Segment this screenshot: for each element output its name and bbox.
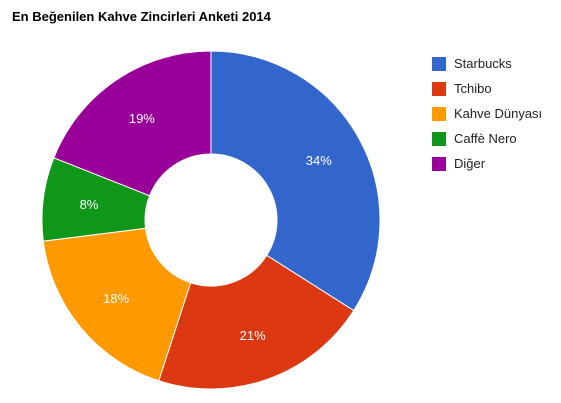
- donut-slice[interactable]: [158, 254, 355, 390]
- legend-item-caffe-nero[interactable]: Caffè Nero: [432, 126, 542, 151]
- slice-label: 19%: [129, 111, 155, 126]
- legend-item-kahve-dunyasi[interactable]: Kahve Dünyası: [432, 101, 542, 126]
- legend-label: Kahve Dünyası: [454, 106, 543, 121]
- donut-slice[interactable]: [42, 227, 192, 382]
- slice-label: 21%: [240, 328, 266, 343]
- legend-swatch: [432, 56, 446, 71]
- legend-label: Tchibo: [454, 81, 492, 96]
- legend-label: Caffè Nero: [454, 131, 517, 146]
- legend: Starbucks Tchibo Kahve Dünyası Caffè Ner…: [432, 51, 542, 176]
- legend-item-diger[interactable]: Diğer: [432, 151, 542, 176]
- donut-slice[interactable]: [53, 50, 212, 197]
- legend-item-starbucks[interactable]: Starbucks: [432, 51, 542, 76]
- legend-swatch: [432, 156, 446, 171]
- slice-label: 18%: [103, 291, 129, 306]
- donut-slice[interactable]: [210, 50, 381, 312]
- chart-title: En Beğenilen Kahve Zincirleri Anketi 201…: [12, 9, 271, 24]
- legend-swatch: [432, 81, 446, 96]
- legend-item-tchibo[interactable]: Tchibo: [432, 76, 542, 101]
- legend-swatch: [432, 131, 446, 146]
- legend-label: Diğer: [454, 156, 486, 171]
- slice-label: 8%: [80, 197, 99, 212]
- slice-label: 34%: [306, 153, 332, 168]
- legend-label: Starbucks: [454, 56, 512, 71]
- legend-swatch: [432, 106, 446, 121]
